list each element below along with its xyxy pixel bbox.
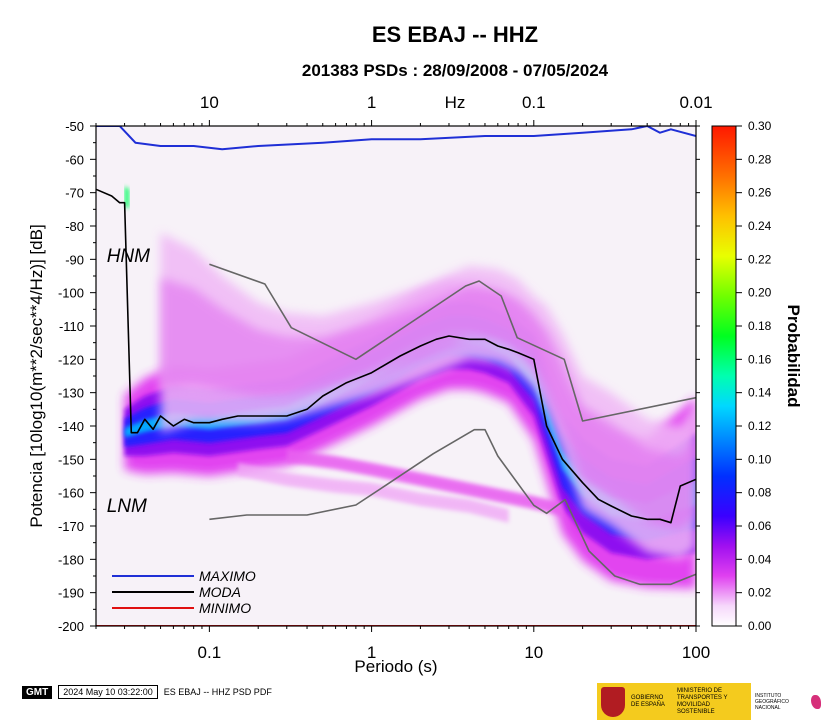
y-tick-label: -60 — [65, 152, 84, 167]
chart-title: ES EBAJ -- HHZ — [372, 22, 538, 47]
ign-mark-icon — [811, 694, 821, 709]
x-tick-label: 1 — [367, 643, 376, 662]
colorbar-tick-label: 0.14 — [748, 386, 772, 400]
legend-label-maximo: MAXIMO — [199, 568, 256, 584]
colorbar-tick-label: 0.08 — [748, 486, 772, 500]
y-axis: -50 -60 -70 -80 -90 -100 -110 -120 -130 -140 -150 -… — [58, 119, 700, 634]
series-maximo — [96, 126, 696, 151]
annotations: HNM LNM — [107, 246, 150, 517]
y-tick-label: -100 — [58, 286, 84, 301]
ign-text: INSTITUTO GEOGRÁFICO NACIONAL — [755, 692, 789, 711]
footer: GMT 2024 May 10 03:22:00 ES EBAJ -- HHZ … — [22, 685, 272, 699]
colorbar-tick-label: 0.00 — [748, 619, 772, 633]
colorbar-tick-label: 0.26 — [748, 186, 772, 200]
top-tick-label: 0.1 — [522, 93, 546, 112]
series-nhnm — [209, 263, 696, 422]
y-tick-label: -160 — [58, 486, 84, 501]
x-axis-label: Periodo (s) — [354, 657, 437, 676]
gov-text: GOBIERNO DE ESPAÑA — [631, 694, 665, 708]
y-tick-label: -180 — [58, 552, 84, 567]
series-layer — [96, 126, 696, 626]
y-tick-label: -170 — [58, 519, 84, 534]
density-band-low-hook — [124, 186, 130, 210]
density-band-upper-haze — [160, 232, 696, 560]
colorbar-gradient — [711, 125, 737, 627]
colorbar-tick-label: 0.02 — [748, 586, 772, 600]
footer-label: ES EBAJ -- HHZ PSD PDF — [163, 687, 272, 697]
density-band-upper-haze — [160, 277, 696, 530]
colorbar-ticks: 0.00 0.02 0.04 0.06 0.08 0.10 0.12 0.14 0.16 0.18… — [736, 119, 772, 633]
y-tick-label: -130 — [58, 386, 84, 401]
series-moda — [96, 188, 696, 524]
x-tick-label: 0.1 — [198, 643, 222, 662]
y-tick-label: -140 — [58, 419, 84, 434]
colorbar-tick-label: 0.30 — [748, 119, 772, 133]
legend-label-minimo: MINIMO — [199, 600, 251, 616]
x-tick-label: 10 — [524, 643, 543, 662]
ign-logo: INSTITUTO GEOGRÁFICO NACIONAL — [751, 683, 821, 720]
colorbar: 0.00 0.02 0.04 0.06 0.08 0.10 0.12 0.14 0.16 0.18… — [711, 119, 803, 633]
y-tick-label: -150 — [58, 452, 84, 467]
colorbar-tick-label: 0.12 — [748, 419, 772, 433]
ministry-text: MINISTERIO DE TRANSPORTES Y MOVILIDAD SO… — [677, 687, 728, 715]
colorbar-tick-label: 0.16 — [748, 352, 772, 366]
colorbar-tick-label: 0.24 — [748, 219, 772, 233]
colorbar-tick-label: 0.20 — [748, 286, 772, 300]
y-tick-label: -200 — [58, 619, 84, 634]
y-tick-label: -90 — [65, 252, 84, 267]
y-tick-label: -50 — [65, 119, 84, 134]
y-tick-label: -190 — [58, 586, 84, 601]
timestamp: 2024 May 10 03:22:00 — [58, 685, 158, 699]
colorbar-tick-label: 0.10 — [748, 452, 772, 466]
y-tick-label: -110 — [59, 319, 84, 334]
x-tick-label: 100 — [682, 643, 710, 662]
colorbar-tick-label: 0.18 — [748, 319, 772, 333]
top-tick-label: 1 — [367, 93, 376, 112]
colorbar-tick-label: 0.28 — [748, 152, 772, 166]
gmt-logo: GMT — [22, 685, 53, 699]
annotation-hnm: HNM — [107, 246, 150, 267]
top-axis: 10 1 0.1 0.01 — [200, 93, 713, 126]
colorbar-tick-label: 0.06 — [748, 519, 772, 533]
top-tick-label: 0.01 — [679, 93, 712, 112]
top-axis-label: Hz — [445, 93, 466, 112]
colorbar-tick-label: 0.22 — [748, 252, 772, 266]
institution-logos: GOBIERNO DE ESPAÑA MINISTERIO DE TRANSPO… — [597, 683, 821, 720]
colorbar-label: Probabilidad — [784, 305, 803, 408]
y-tick-label: -120 — [58, 352, 84, 367]
x-axis: 0.1 1 10 100 — [95, 123, 710, 662]
density-band-streak-a — [286, 449, 563, 516]
y-axis-label: Potencia [10log10(m**2/sec**4/Hz)] [dB] — [27, 224, 46, 527]
top-tick-label: 10 — [200, 93, 219, 112]
coat-of-arms-icon — [601, 686, 625, 717]
y-tick-label: -70 — [65, 186, 84, 201]
chart-subtitle: 201383 PSDs : 28/09/2008 - 07/05/2024 — [302, 61, 609, 80]
colorbar-tick-label: 0.04 — [748, 552, 772, 566]
legend-label-moda: MODA — [199, 584, 241, 600]
annotation-lnm: LNM — [107, 496, 147, 517]
y-tick-label: -80 — [65, 219, 84, 234]
series-nlnm — [209, 428, 696, 586]
